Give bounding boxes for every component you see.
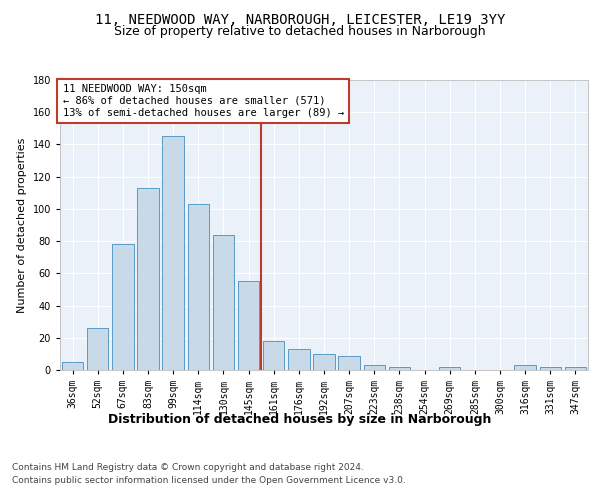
Bar <box>263 341 284 370</box>
Bar <box>87 328 109 370</box>
Text: 11, NEEDWOOD WAY, NARBOROUGH, LEICESTER, LE19 3YY: 11, NEEDWOOD WAY, NARBOROUGH, LEICESTER,… <box>95 12 505 26</box>
Bar <box>213 234 234 370</box>
Text: Contains HM Land Registry data © Crown copyright and database right 2024.: Contains HM Land Registry data © Crown c… <box>12 462 364 471</box>
Bar <box>313 354 335 370</box>
Bar <box>539 367 561 370</box>
Bar <box>188 204 209 370</box>
Bar <box>364 365 385 370</box>
Text: Contains public sector information licensed under the Open Government Licence v3: Contains public sector information licen… <box>12 476 406 485</box>
Bar <box>62 362 83 370</box>
Bar <box>439 367 460 370</box>
Bar <box>112 244 134 370</box>
Y-axis label: Number of detached properties: Number of detached properties <box>17 138 27 312</box>
Text: Size of property relative to detached houses in Narborough: Size of property relative to detached ho… <box>114 25 486 38</box>
Bar <box>163 136 184 370</box>
Bar <box>137 188 158 370</box>
Bar <box>565 367 586 370</box>
Bar <box>238 282 259 370</box>
Bar <box>389 367 410 370</box>
Text: 11 NEEDWOOD WAY: 150sqm
← 86% of detached houses are smaller (571)
13% of semi-d: 11 NEEDWOOD WAY: 150sqm ← 86% of detache… <box>62 84 344 117</box>
Text: Distribution of detached houses by size in Narborough: Distribution of detached houses by size … <box>109 412 491 426</box>
Bar <box>338 356 360 370</box>
Bar <box>514 365 536 370</box>
Bar <box>288 349 310 370</box>
